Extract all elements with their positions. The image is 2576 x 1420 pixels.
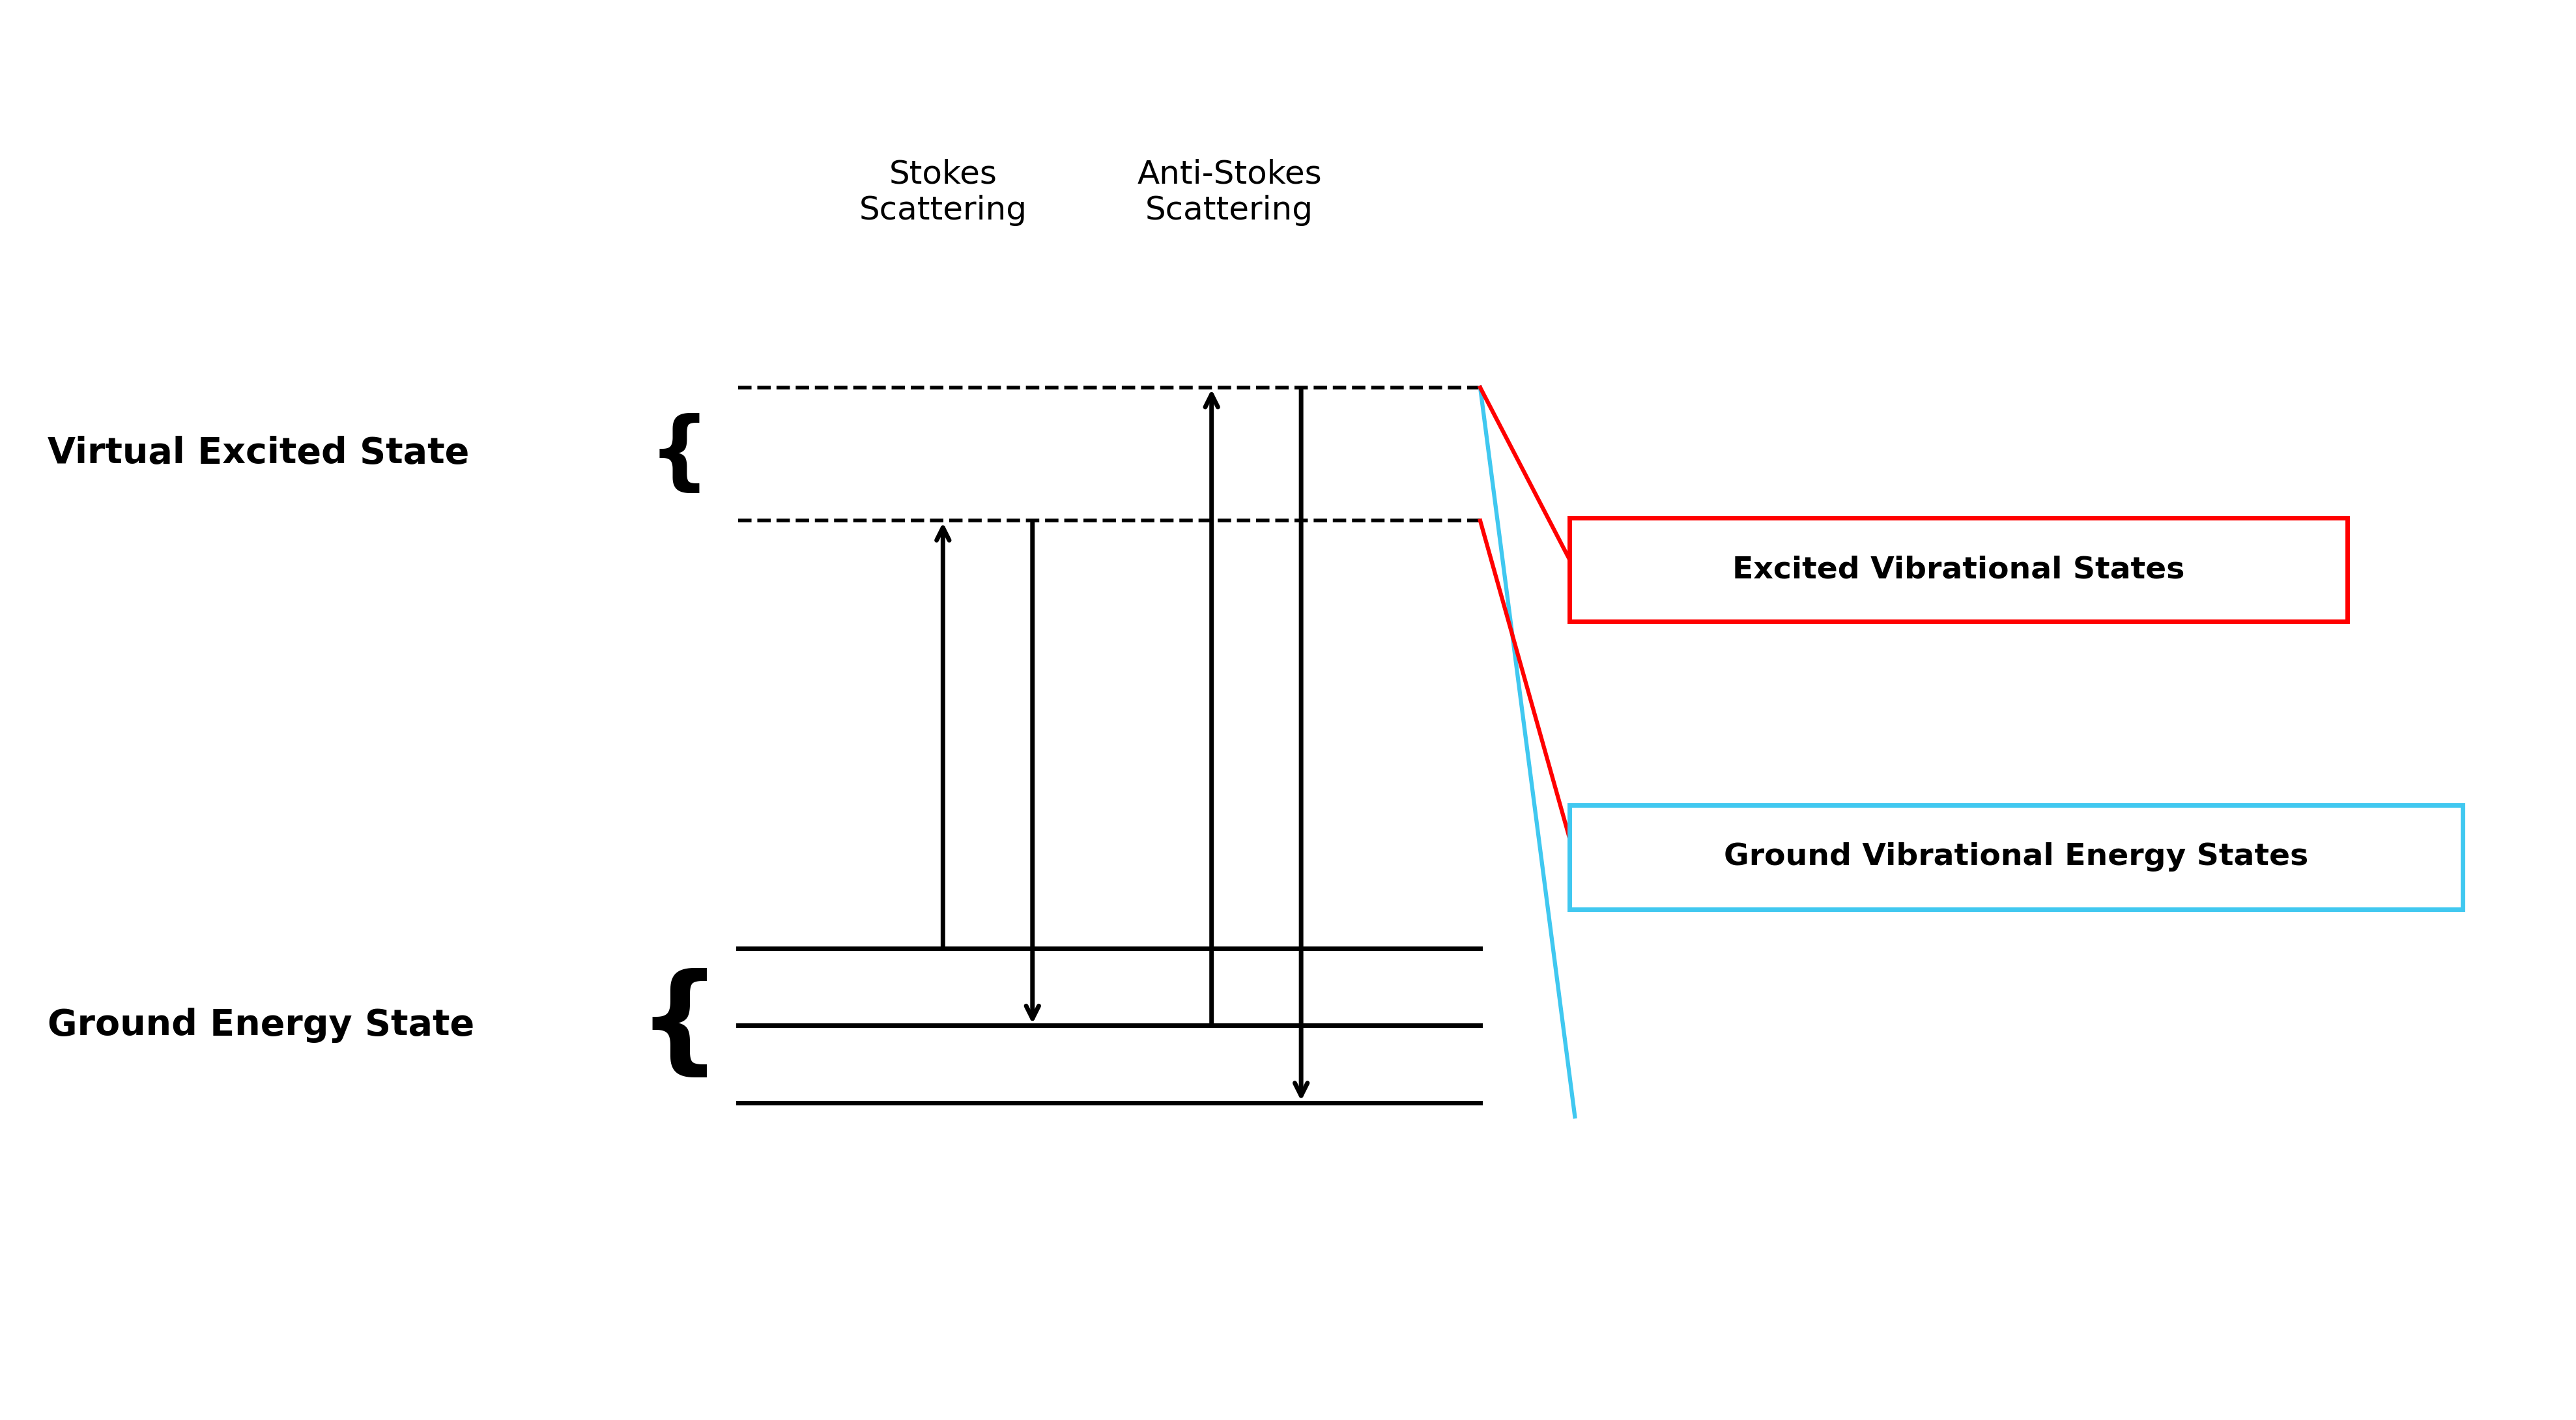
Text: {: { [649,413,711,496]
Text: Ground Energy State: Ground Energy State [46,1008,474,1044]
FancyBboxPatch shape [1569,518,2347,622]
Text: Ground Vibrational Energy States: Ground Vibrational Energy States [1723,842,2308,872]
Text: Excited Vibrational States: Excited Vibrational States [1731,555,2184,585]
Text: Stokes
Scattering: Stokes Scattering [858,159,1028,226]
Text: Virtual Excited State: Virtual Excited State [46,436,469,471]
Text: {: { [636,968,721,1082]
FancyBboxPatch shape [1569,805,2463,909]
Text: Anti-Stokes
Scattering: Anti-Stokes Scattering [1136,159,1321,226]
